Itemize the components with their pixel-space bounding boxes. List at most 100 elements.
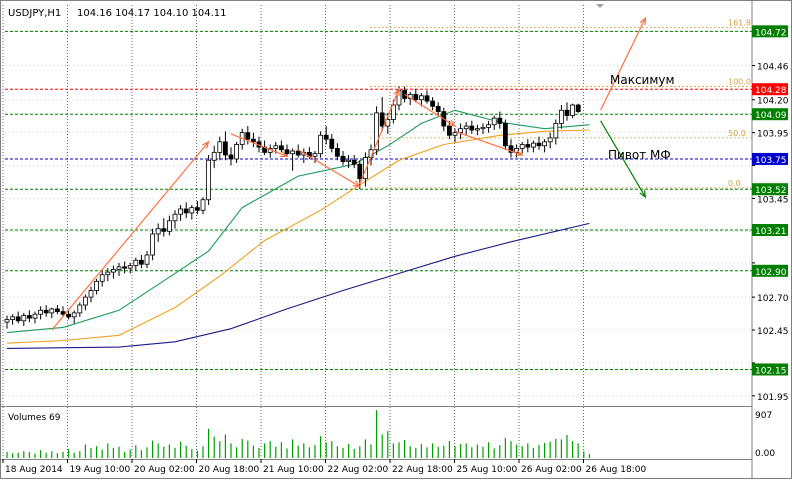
arrow-head xyxy=(202,140,210,149)
candle-body xyxy=(55,308,60,312)
candle xyxy=(491,115,497,130)
candle-body xyxy=(278,145,284,151)
candle xyxy=(413,89,419,103)
candle-body xyxy=(71,312,77,318)
arrow-shaft xyxy=(404,93,456,127)
time-tick-label: 19 Aug 10:00 xyxy=(70,465,131,475)
candle-body xyxy=(4,319,10,323)
fibonacci-layer: 161.8 100.0 50.0 0.0 xyxy=(370,18,752,189)
candle-body xyxy=(469,125,475,131)
candle xyxy=(536,136,542,150)
shift-marker-icon[interactable] xyxy=(596,4,604,8)
candle-body xyxy=(245,132,251,140)
trend-arrow xyxy=(51,140,210,331)
candle-body xyxy=(452,132,458,136)
candle xyxy=(71,310,77,324)
arrow-shaft xyxy=(359,88,400,185)
candle-body xyxy=(127,265,133,269)
arrow-head xyxy=(639,190,647,199)
candle xyxy=(178,205,184,221)
volume-title: Volumes 69 xyxy=(8,413,61,423)
candle-body xyxy=(94,280,99,291)
arrow-shaft xyxy=(51,141,210,331)
candle-body xyxy=(200,199,206,211)
candle xyxy=(222,131,228,161)
candle xyxy=(55,305,60,315)
candle-body xyxy=(418,95,424,101)
price-level-value: 104.72 xyxy=(755,28,787,38)
candle xyxy=(211,145,217,169)
candle-body xyxy=(138,259,144,265)
candle-body xyxy=(161,228,167,232)
candle xyxy=(43,305,49,317)
candle-body xyxy=(542,141,547,147)
candle xyxy=(60,306,66,317)
volume-max-label: 907 xyxy=(755,411,772,421)
candle xyxy=(66,310,71,320)
volumes-panel: Volumes 69 907 0.00 xyxy=(6,410,775,459)
candle xyxy=(508,139,514,158)
candle-body xyxy=(402,90,408,99)
candle xyxy=(452,128,458,142)
candle-body xyxy=(502,123,508,147)
candle xyxy=(83,294,88,311)
time-tick-label: 18 Aug 2014 xyxy=(5,465,63,475)
candle xyxy=(144,251,150,269)
candle-body xyxy=(178,208,184,215)
candle-body xyxy=(564,109,570,116)
candle xyxy=(15,311,21,324)
candle xyxy=(329,133,335,153)
candle-body xyxy=(536,142,542,147)
candle-body xyxy=(290,150,296,155)
candle-body xyxy=(15,316,21,322)
candle xyxy=(295,144,301,158)
price-tick-label: 104.46 xyxy=(757,63,789,73)
price-tick-label: 103.45 xyxy=(757,195,789,205)
candle-body xyxy=(83,296,88,306)
candle-body xyxy=(463,125,469,130)
candles-layer xyxy=(4,86,581,329)
candle xyxy=(172,210,178,229)
fib-level-label: 100.0 xyxy=(728,78,751,87)
candle-body xyxy=(413,94,419,101)
candle xyxy=(88,286,94,303)
candle-body xyxy=(519,144,525,149)
candle-body xyxy=(116,266,122,270)
candle-body xyxy=(155,228,161,235)
candle-body xyxy=(514,148,519,153)
candle-body xyxy=(525,144,531,148)
candle xyxy=(553,119,559,145)
price-tick-label: 103.95 xyxy=(757,130,789,140)
price-level-value: 103.52 xyxy=(755,186,787,196)
candle xyxy=(323,126,329,145)
candle xyxy=(334,143,340,161)
candle xyxy=(497,111,503,129)
candle-body xyxy=(486,124,492,128)
candle xyxy=(424,90,430,104)
price-level-value: 103.75 xyxy=(755,156,787,166)
candle xyxy=(570,103,575,119)
candle-body xyxy=(318,134,324,155)
candle-body xyxy=(206,159,212,201)
candle-body xyxy=(547,137,553,143)
annotation-pivot: Пивот МФ xyxy=(608,148,671,162)
candle-body xyxy=(166,220,172,232)
price-level-tag xyxy=(752,264,788,277)
candle-body xyxy=(122,266,127,269)
volume-zero-label: 0.00 xyxy=(755,449,775,459)
trend-arrow xyxy=(600,120,647,199)
candle-body xyxy=(88,290,94,298)
candle-body xyxy=(49,308,55,314)
candle-body xyxy=(385,119,391,127)
candle xyxy=(374,106,380,155)
candle-body xyxy=(390,104,396,120)
candle xyxy=(502,119,508,150)
candle xyxy=(547,132,553,149)
candle xyxy=(346,155,352,169)
candle xyxy=(116,262,122,277)
arrow-shaft xyxy=(454,130,523,156)
time-tick-label: 25 Aug 10:00 xyxy=(457,465,518,475)
candle xyxy=(463,122,469,136)
